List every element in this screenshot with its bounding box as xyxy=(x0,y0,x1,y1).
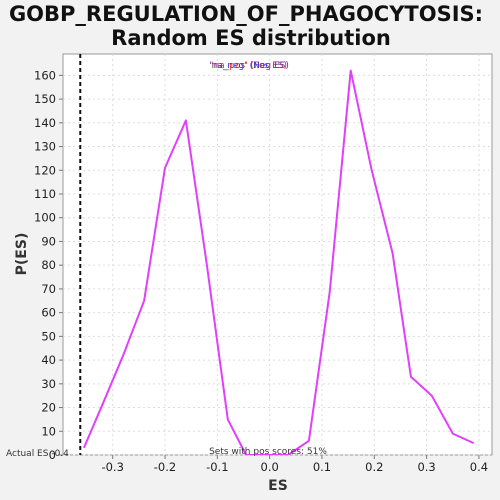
y-tick-label: 130 xyxy=(34,140,56,154)
y-tick-label: 90 xyxy=(41,234,56,248)
y-tick-label: 100 xyxy=(34,211,56,225)
y-tick-label: 10 xyxy=(41,424,56,438)
x-tick-label: 0.3 xyxy=(417,460,435,474)
y-tick-label: 30 xyxy=(41,377,56,391)
y-tick-label: 120 xyxy=(34,163,56,177)
y-tick-label: 60 xyxy=(41,306,56,320)
legend-neg: 'na_neg' (Neg ES) xyxy=(209,61,289,71)
pos-scores-label: Sets with pos scores: 51% xyxy=(209,447,327,457)
actual-es-label: Actual ES -0.4 xyxy=(6,449,69,459)
chart-title: GOBP_REGULATION_OF_PHAGOCYTOSIS: xyxy=(9,2,483,26)
chart-subtitle: Random ES distribution xyxy=(111,26,391,50)
plot-content xyxy=(79,54,475,455)
y-tick-label: 110 xyxy=(34,187,56,201)
x-axis-label: ES xyxy=(268,478,288,494)
legend-pos: 'na_pos' (Pos ES) xyxy=(211,61,287,71)
y-tick-label: 0 xyxy=(49,448,56,462)
y-tick-label: 160 xyxy=(34,68,56,82)
y-tick-label: 50 xyxy=(41,329,56,343)
y-tick-label: 70 xyxy=(41,282,56,296)
series-line xyxy=(82,69,475,455)
y-tick-label: 40 xyxy=(41,353,56,367)
x-tick-label: -0.2 xyxy=(154,460,176,474)
x-tick-label: 0.1 xyxy=(313,460,331,474)
x-tick-label: -0.1 xyxy=(206,460,228,474)
y-tick-label: 140 xyxy=(34,116,56,130)
grid xyxy=(63,54,492,456)
y-tick-label: 150 xyxy=(34,92,56,106)
x-tick-label: -0.3 xyxy=(101,460,123,474)
y-axis-label: P(ES) xyxy=(14,233,30,276)
axis-ticks: 0 10 20 30 40 50 60 70 80 90 100 110 120 130 140 150 160… xyxy=(34,68,488,474)
x-tick-label: 0.0 xyxy=(261,460,279,474)
x-tick-label: 0.4 xyxy=(470,460,488,474)
y-tick-label: 20 xyxy=(41,401,56,415)
plot-area xyxy=(62,53,493,456)
x-tick-label: 0.2 xyxy=(365,460,383,474)
y-tick-label: 80 xyxy=(41,258,56,272)
